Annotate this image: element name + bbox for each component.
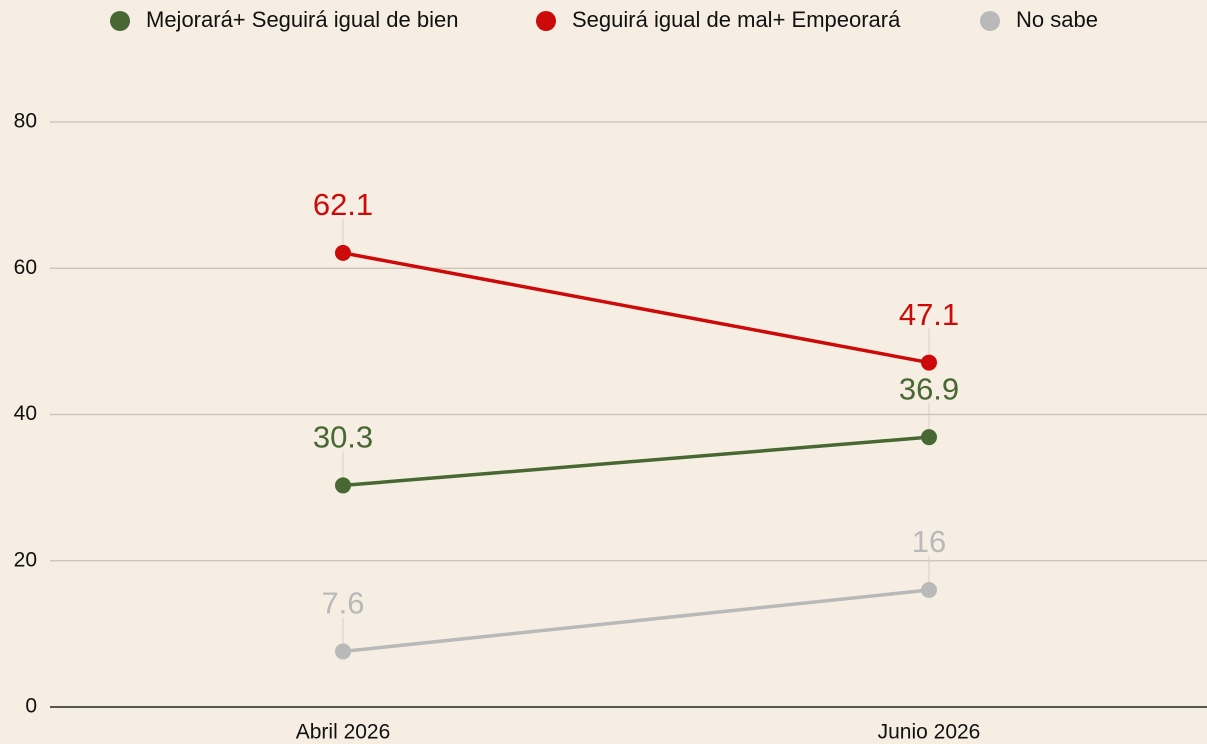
x-tick-label: Abril 2026 <box>296 721 391 744</box>
point <box>921 582 937 598</box>
series-line <box>342 435 930 488</box>
legend-swatch <box>536 11 556 31</box>
y-tick-label: 0 <box>25 695 37 718</box>
point <box>921 354 937 371</box>
data-label: 62.1 <box>313 187 373 222</box>
data-label: 36.9 <box>899 371 959 406</box>
y-tick-label: 20 <box>14 548 37 571</box>
legend-swatch <box>980 11 1000 31</box>
y-tick-label: 80 <box>14 110 37 133</box>
data-label: 7.6 <box>321 586 364 621</box>
y-tick-label: 40 <box>14 402 37 425</box>
point <box>335 244 351 261</box>
point <box>921 429 937 446</box>
legend-label: No sabe <box>1016 7 1098 32</box>
x-tick-label: Junio 2026 <box>878 721 981 744</box>
legend-label: Seguirá igual de mal+ Empeorará <box>572 7 901 32</box>
data-label: 30.3 <box>313 420 373 455</box>
series-line <box>342 588 930 654</box>
point <box>335 477 351 494</box>
data-label: 47.1 <box>899 297 959 332</box>
data-label: 16 <box>912 524 946 559</box>
legend-swatch <box>110 11 130 31</box>
y-tick-label: 60 <box>14 256 37 279</box>
series-line <box>342 251 930 365</box>
point <box>335 643 351 660</box>
legend-label: Mejorará+ Seguirá igual de bien <box>146 7 458 32</box>
